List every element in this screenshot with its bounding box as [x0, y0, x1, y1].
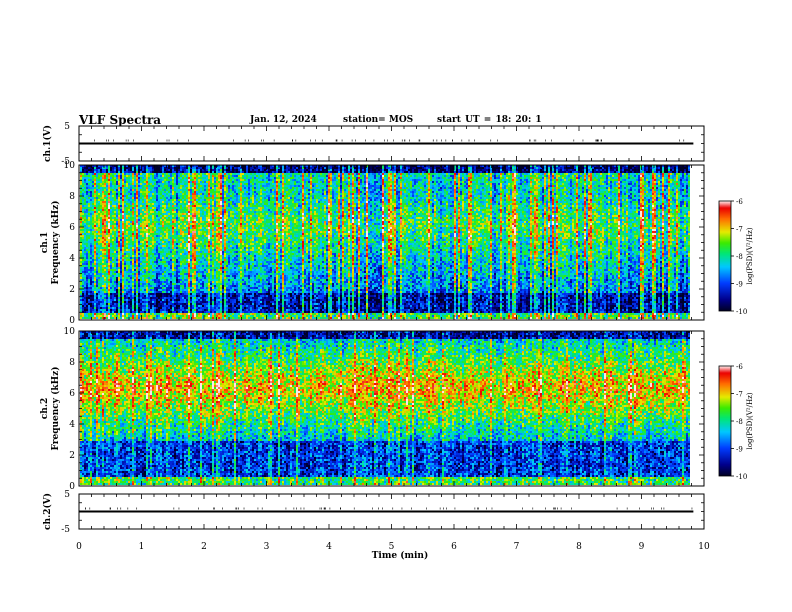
ch2-spectrogram-ytick-label: 0 — [69, 482, 75, 492]
ch2-spectrogram-ytick-label: 10 — [64, 327, 76, 337]
x-tick-label: 6 — [451, 542, 457, 552]
ch1-spectrogram-ytick-label: 6 — [69, 223, 75, 233]
x-tick-label: 4 — [326, 542, 332, 552]
x-tick-label: 8 — [576, 542, 582, 552]
x-tick-label: 0 — [76, 542, 82, 552]
ch2-colorbar-label: log(PSD)(V²/Hz) — [746, 392, 754, 449]
ch2-spectrogram-ylabel-channel: ch.2 — [40, 398, 50, 419]
x-tick-label: 10 — [698, 542, 710, 552]
ch2-spectrogram-ytick-label: 4 — [69, 420, 75, 430]
x-tick-label: 9 — [639, 542, 645, 552]
ch2-waveform-ylabel: ch.2(V) — [42, 493, 53, 530]
ch2-spectrogram-ytick-label: 8 — [69, 358, 75, 368]
ch1-spectrogram-ytick-label: 2 — [69, 285, 75, 295]
ch2-waveform-ytick-label: 5 — [64, 490, 70, 500]
ch2-spectrogram-image — [80, 331, 690, 485]
plot-date: Jan. 12, 2024 — [250, 115, 317, 125]
ch1-colorbar-label: log(PSD)(V²/Hz) — [746, 227, 754, 284]
ch1-spectrogram-frame — [78, 164, 705, 321]
ch1-colorbar-frame — [718, 200, 732, 312]
plot-station: station= MOS — [343, 115, 414, 125]
ch2-colorbar-tick-label: -8 — [736, 418, 743, 426]
x-tick-label: 2 — [201, 542, 207, 552]
ch2-spectrogram-ylabel: Frequency (kHz) — [50, 366, 61, 450]
ch1-spectrogram-image — [80, 165, 690, 319]
ch1-spectrogram-ylabel: Frequency (kHz) — [50, 200, 61, 284]
ch1-waveform-ytick-label: -5 — [61, 157, 70, 167]
x-tick-label: 7 — [514, 542, 520, 552]
ch1-spectrogram-ytick-label: 10 — [64, 161, 76, 171]
ch2-colorbar-tick-label: -7 — [736, 391, 743, 399]
ch1-spectrogram-ylabel-channel: ch.1 — [40, 232, 50, 253]
plot-title: VLF Spectra — [79, 113, 162, 127]
ch1-waveform-ytick-label: 5 — [64, 122, 70, 132]
ch2-colorbar — [719, 366, 731, 476]
x-axis-label: Time (min) — [372, 550, 429, 561]
ch1-spectrogram-ytick-label: 0 — [69, 316, 75, 326]
ch2-spectrogram-frame — [78, 330, 705, 487]
ch1-colorbar-tick-label: -8 — [736, 253, 743, 261]
ch1-spectrogram-ytick-label: 4 — [69, 254, 75, 264]
ch1-colorbar-tick-label: -9 — [736, 281, 743, 289]
ch2-waveform-ytick-label: -5 — [61, 525, 70, 535]
x-tick-label: 5 — [389, 542, 395, 552]
ch2-spectrogram-ytick-label: 6 — [69, 389, 75, 399]
ch2-colorbar-tick-label: -9 — [736, 446, 743, 454]
ch2-spectrogram-ytick-label: 2 — [69, 451, 75, 461]
ch1-spectrogram-ytick-label: 8 — [69, 192, 75, 202]
ch1-waveform-ylabel: ch.1(V) — [42, 125, 53, 162]
ch2-colorbar-tick-label: -6 — [736, 363, 743, 371]
ch2-colorbar-frame — [718, 365, 732, 477]
x-tick-label: 1 — [139, 542, 145, 552]
ch1-colorbar — [719, 201, 731, 311]
x-tick-label: 3 — [264, 542, 270, 552]
ch1-colorbar-tick-label: -7 — [736, 226, 743, 234]
ch2-colorbar-tick-label: -10 — [736, 473, 747, 481]
ch1-colorbar-tick-label: -6 — [736, 198, 743, 206]
ch1-colorbar-tick-label: -10 — [736, 308, 747, 316]
plot-start-time: start UT = 18: 20: 1 — [437, 115, 542, 125]
